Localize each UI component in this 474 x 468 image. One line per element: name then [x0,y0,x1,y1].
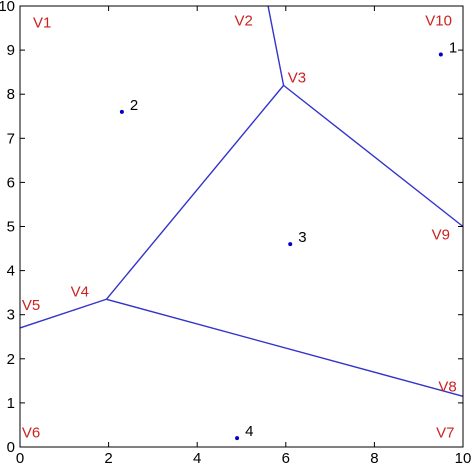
y-tick-label: 2 [7,351,15,368]
x-tick-label: 6 [282,450,290,467]
site-point-1 [438,52,443,57]
voronoi-edge-2 [283,84,464,228]
vertex-label-v7: V7 [436,425,454,442]
y-tick-label: 10 [0,0,15,15]
site-point-3 [288,242,293,247]
vertex-label-v1: V1 [33,15,51,32]
y-tick-label: 4 [7,263,15,280]
x-tick-label: 4 [193,450,201,467]
site-point-4 [235,436,240,441]
axes-frame [19,5,464,448]
y-tick-label: 7 [7,130,15,147]
site-label-3: 3 [298,229,306,246]
sites: 1 2 3 4 [119,40,457,441]
vertex-label-v9: V9 [432,226,450,243]
vertex-label-v3: V3 [288,70,306,87]
vertex-label-v4: V4 [71,284,89,301]
vertex-label-v8: V8 [438,378,456,395]
voronoi-edge-4 [19,298,107,329]
vertex-labels: V1 V2 V3 V4 V5 V6 V7 V8 V9 V10 [22,12,457,441]
x-tick-label: 0 [16,450,24,467]
site-label-1: 1 [449,40,457,57]
voronoi-edges [19,5,464,397]
x-tick-label: 10 [455,450,472,467]
voronoi-edge-3 [105,84,285,300]
x-tick-label: 2 [104,450,112,467]
y-tick-label: 1 [7,395,15,412]
vertex-label-v5: V5 [22,297,40,314]
site-point-2 [119,109,124,114]
vertex-label-v2: V2 [235,12,253,29]
y-tick-label: 9 [7,42,15,59]
site-label-4: 4 [245,423,253,440]
voronoi-edge-1 [267,5,285,86]
x-tick-label: 8 [370,450,378,467]
y-tick-label: 3 [7,307,15,324]
y-tick-label: 0 [7,439,15,456]
y-tick-label: 6 [7,174,15,191]
y-tick-label: 5 [7,219,15,236]
voronoi-edge-5 [106,298,464,397]
site-label-2: 2 [130,97,138,114]
y-tick-label: 8 [7,86,15,103]
vertex-label-v10: V10 [425,12,452,29]
vertex-label-v6: V6 [22,425,40,442]
